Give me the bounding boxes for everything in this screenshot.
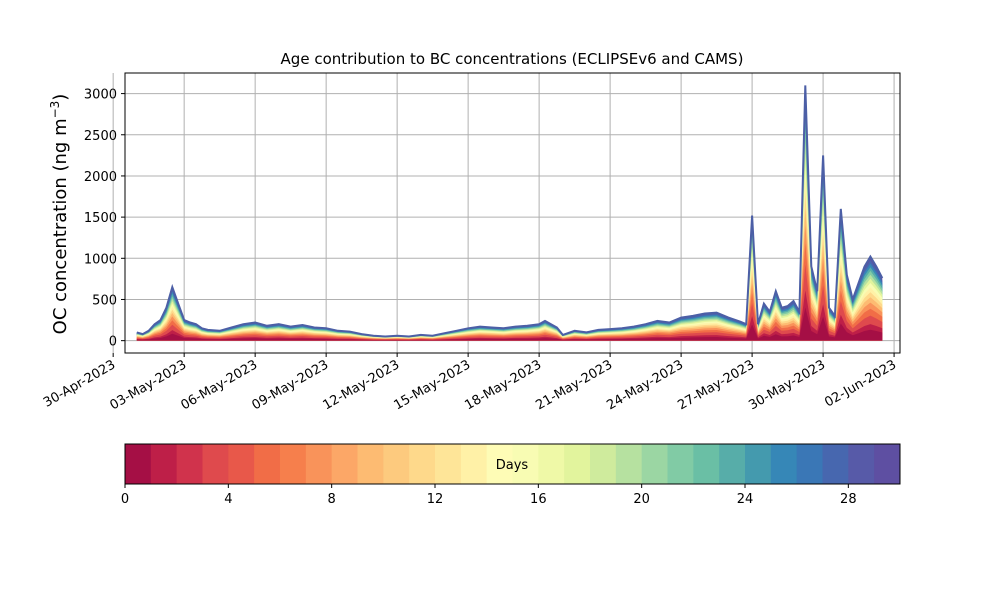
colorbar-tick-label: 12 (427, 492, 444, 507)
x-axis-ticks: 30-Apr-202303-May-202306-May-202309-May-… (41, 353, 899, 413)
x-tick-label: 06-May-2023 (178, 357, 260, 413)
colorbar-segment (770, 444, 798, 484)
y-tick-label: 0 (109, 335, 117, 350)
total-concentration-line (136, 85, 884, 338)
colorbar-segment (331, 444, 358, 484)
colorbar-tick-label: 24 (737, 492, 754, 507)
colorbar-segment (357, 444, 384, 484)
age-band-area (136, 95, 883, 341)
plot-area-frame (124, 72, 901, 354)
colorbar-segment (305, 444, 333, 484)
stacked-areas (136, 85, 883, 341)
x-tick-label: 02-Jun-2023 (822, 357, 899, 410)
colorbar-segment (409, 444, 436, 484)
colorbar-tick-label: 0 (121, 492, 129, 507)
chart-title: Age contribution to BC concentrations (E… (281, 50, 744, 68)
x-tick-label: 30-May-2023 (746, 357, 828, 413)
age-band-area (136, 85, 883, 341)
colorbar-frame (124, 443, 901, 485)
colorbar-label: Days (496, 458, 529, 473)
y-tick-label: 3000 (84, 88, 117, 103)
colorbar-segment (564, 444, 591, 484)
colorbar-segment (538, 444, 565, 484)
colorbar-tick-label: 20 (633, 492, 650, 507)
colorbar-segment (822, 444, 849, 484)
colorbar-segment (667, 444, 694, 484)
colorbar-ticks: 0 4 8 12 16 20 24 28 (121, 484, 857, 507)
colorbar-tick-label: 16 (530, 492, 547, 507)
y-axis-ticks: 0 500 1000 1500 2000 2500 3000 (84, 88, 125, 350)
colorbar-segment (486, 444, 513, 484)
colorbar-segment (641, 444, 668, 484)
colorbar-segment (615, 444, 643, 484)
x-tick-label: 24-May-2023 (604, 357, 686, 413)
x-tick-label: 30-Apr-2023 (41, 357, 118, 410)
colorbar-segment (460, 444, 488, 484)
y-axis-label-text: OC concentration (ng m (50, 118, 71, 334)
x-tick-label: 09-May-2023 (249, 357, 331, 413)
colorbar-segment (848, 444, 875, 484)
colorbar-segment (383, 444, 410, 484)
colorbar-segment (254, 444, 281, 484)
x-tick-label: 15-May-2023 (391, 357, 473, 413)
x-tick-label: 21-May-2023 (533, 357, 615, 413)
colorbar-segment (512, 444, 539, 484)
colorbar-segment (125, 444, 152, 484)
colorbar-segment (693, 444, 720, 484)
colorbar-segment (745, 444, 772, 484)
colorbar-segment (874, 444, 901, 484)
y-tick-label: 500 (92, 293, 117, 308)
colorbar-tick-label: 4 (224, 492, 232, 507)
colorbar-segment (280, 444, 307, 484)
colorbar-segment (228, 444, 255, 484)
y-tick-label: 2000 (84, 170, 117, 185)
age-band-area (136, 106, 883, 341)
colorbar-segment (150, 444, 178, 484)
y-tick-label: 2500 (84, 129, 117, 144)
colorbar-segment (435, 444, 462, 484)
y-axis-label-superscript: −3 (48, 101, 62, 119)
age-band-area (136, 307, 883, 341)
colorbar-tick-label: 28 (840, 492, 857, 507)
y-tick-label: 1000 (84, 252, 117, 267)
colorbar-segment (796, 444, 823, 484)
y-axis-label: OC concentration (ng m−3) (48, 94, 71, 335)
x-tick-label: 03-May-2023 (107, 357, 189, 413)
x-tick-label: 27-May-2023 (675, 357, 757, 413)
colorbar-segment (176, 444, 203, 484)
colorbar-segment (590, 444, 617, 484)
colorbar-tick-label: 8 (328, 492, 336, 507)
x-tick-label: 12-May-2023 (320, 357, 402, 413)
y-tick-label: 1500 (84, 211, 117, 226)
colorbar-segment (202, 444, 229, 484)
colorbar (124, 443, 901, 485)
x-tick-label: 18-May-2023 (462, 357, 544, 413)
colorbar-segment (719, 444, 746, 484)
y-axis-label-close: ) (50, 94, 71, 101)
